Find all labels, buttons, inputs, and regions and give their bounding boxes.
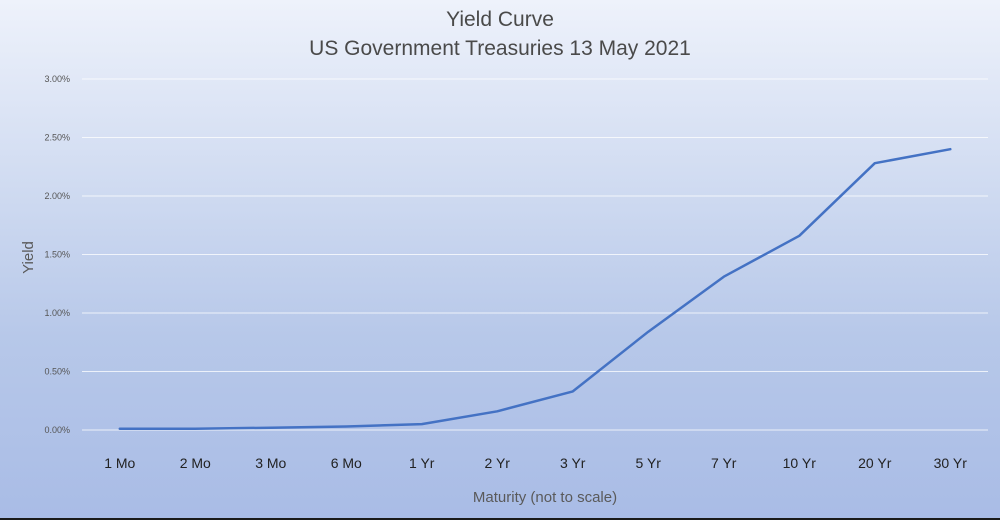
series-line <box>118 147 952 431</box>
x-tick-label: 10 Yr <box>783 455 817 471</box>
x-tick-label: 1 Mo <box>104 455 135 471</box>
x-tick-label: 20 Yr <box>858 455 892 471</box>
x-tick-label: 5 Yr <box>636 455 662 471</box>
x-tick-label: 7 Yr <box>711 455 737 471</box>
y-tick-label: 2.50% <box>44 133 70 143</box>
x-tick-label: 2 Yr <box>485 455 511 471</box>
y-axis-title: Yield <box>20 241 37 274</box>
y-tick-label: 1.00% <box>44 308 70 318</box>
y-tick-label: 1.50% <box>44 250 70 260</box>
x-tick-label: 1 Yr <box>409 455 435 471</box>
y-tick-label: 3.00% <box>44 74 70 84</box>
x-tick-label: 6 Mo <box>331 455 362 471</box>
x-tick-label: 3 Yr <box>560 455 586 471</box>
x-axis-title: Maturity (not to scale) <box>473 489 617 506</box>
chart-subtitle: US Government Treasuries 13 May 2021 <box>309 37 691 60</box>
y-tick-label: 2.00% <box>44 191 70 201</box>
x-tick-label: 2 Mo <box>180 455 211 471</box>
chart-title: Yield Curve <box>446 8 554 31</box>
x-tick-label: 30 Yr <box>934 455 968 471</box>
y-tick-label: 0.50% <box>44 367 70 377</box>
y-tick-label: 0.00% <box>44 425 70 435</box>
x-tick-label: 3 Mo <box>255 455 286 471</box>
